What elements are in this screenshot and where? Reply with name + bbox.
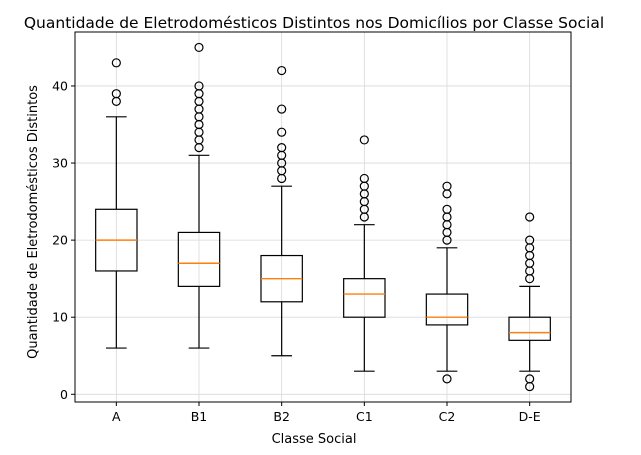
outlier-point <box>277 104 287 114</box>
box-group-c2 <box>425 181 469 384</box>
box-group-c1 <box>343 135 386 372</box>
plot-frame <box>74 31 572 403</box>
outlier-point <box>525 235 535 245</box>
iqr-box <box>425 293 469 326</box>
outlier-point <box>111 89 121 99</box>
outlier-point <box>359 173 369 184</box>
grid-layer <box>75 32 571 402</box>
outlier-point <box>277 65 287 76</box>
outlier-point <box>442 374 452 384</box>
x-axis-label: Classe Social <box>272 432 357 447</box>
outlier-point <box>111 58 121 68</box>
outlier-point <box>525 212 535 222</box>
x-tick-label: A <box>112 409 121 424</box>
y-axis-label: Quantidade de Eletrodomésticos Distintos <box>26 85 41 359</box>
y-tick-label: 30 <box>52 156 68 171</box>
outlier-point <box>442 204 452 214</box>
outlier-point <box>359 135 369 145</box>
y-tick-label: 40 <box>52 78 68 93</box>
boxes-layer <box>95 42 551 392</box>
outlier-point <box>442 181 452 191</box>
box-group-d-e <box>508 212 551 392</box>
outlier-point <box>277 143 287 153</box>
box-group-b2 <box>260 65 303 357</box>
ticks-layer: 0 10 20 30 40 A B1 B2 C1 C2 D-E <box>52 78 541 424</box>
x-tick-label: C2 <box>439 409 456 424</box>
x-tick-label: D-E <box>519 409 541 424</box>
iqr-box <box>177 231 221 287</box>
y-tick-label: 20 <box>52 233 68 248</box>
outlier-point <box>525 374 535 384</box>
box-group-b1 <box>177 42 221 349</box>
iqr-box <box>508 316 551 341</box>
box-group-a <box>95 58 138 349</box>
x-tick-label: C1 <box>356 409 373 424</box>
y-tick-label: 10 <box>52 310 68 325</box>
outlier-point <box>194 81 204 91</box>
y-tick-label: 0 <box>60 387 68 402</box>
outlier-point <box>194 42 204 53</box>
outlier-point <box>277 127 287 137</box>
chart-title: Quantidade de Eletrodomésticos Distintos… <box>24 14 604 32</box>
x-tick-label: B1 <box>191 409 208 424</box>
iqr-box <box>343 278 386 318</box>
x-tick-label: B2 <box>273 409 290 424</box>
